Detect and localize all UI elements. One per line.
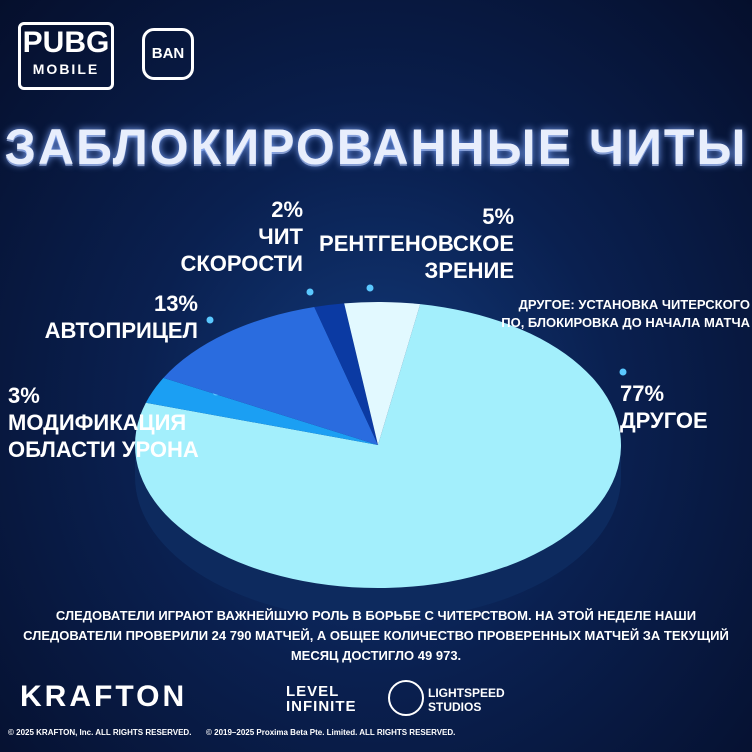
pie-slice: [145, 377, 378, 445]
copyright: © 2025 KRAFTON, Inc. ALL RIGHTS RESERVED…: [8, 728, 192, 737]
value-label: 2%: [271, 197, 303, 222]
slice-label: 2% ЧИТ СКОРОСТИ: [173, 196, 303, 277]
slice-label: 3% МОДИФИКАЦИЯ ОБЛАСТИ УРОНА: [8, 382, 213, 463]
krafton-logo: KRAFTON: [20, 680, 188, 713]
pie-slice: [344, 301, 421, 445]
footer-text: СЛЕДОВАТЕЛИ ИГРАЮТ ВАЖНЕЙШУЮ РОЛЬ В БОРЬ…: [23, 608, 729, 663]
slice-label: 77% ДРУГОЕ: [620, 380, 740, 434]
pie-slice: [163, 307, 378, 445]
value-label: 77%: [620, 381, 665, 406]
category-label: РЕНТГЕНОВСКОЕ ЗРЕНИЕ: [319, 231, 514, 283]
slice-label: 5% РЕНТГЕНОВСКОЕ ЗРЕНИЕ: [300, 203, 514, 284]
annotation: ДРУГОЕ: УСТАНОВКА ЧИТЕРСКОГО ПО, БЛОКИРО…: [501, 297, 750, 330]
chart-title: ЗАБЛОКИРОВАННЫЕ ЧИТЫ: [4, 119, 748, 175]
pie-slice: [135, 304, 622, 589]
pubg-logo: PUBG MOBILE: [18, 22, 114, 90]
category-label: ЧИТ СКОРОСТИ: [180, 224, 303, 276]
label-dot: [306, 288, 314, 296]
category-label: АВТОПРИЦЕЛ: [44, 318, 198, 343]
copyright: © 2019–2025 Proxima Beta Pte. Limited. A…: [206, 728, 456, 737]
value-label: 5%: [482, 204, 514, 229]
ban-badge: BAN: [142, 28, 194, 80]
logo-sub: MOBILE: [32, 61, 100, 77]
value-label: 13%: [153, 291, 198, 316]
slice-label: 13% АВТОПРИЦЕЛ: [0, 290, 198, 344]
logo-main: PUBG: [22, 26, 110, 59]
lightspeed-logo: LIGHTSPEED STUDIOS: [428, 686, 505, 714]
lightspeed-icon: [388, 680, 424, 716]
label-dot: [206, 316, 214, 324]
category-label: МОДИФИКАЦИЯ ОБЛАСТИ УРОНА: [8, 410, 199, 462]
pie-slice: [314, 303, 378, 445]
value-label: 3%: [8, 383, 40, 408]
label-dot: [366, 284, 374, 292]
label-dot: [619, 368, 627, 376]
category-label: ДРУГОЕ: [620, 408, 708, 433]
level-infinite-logo: LEVEL INFINITE: [286, 683, 357, 715]
